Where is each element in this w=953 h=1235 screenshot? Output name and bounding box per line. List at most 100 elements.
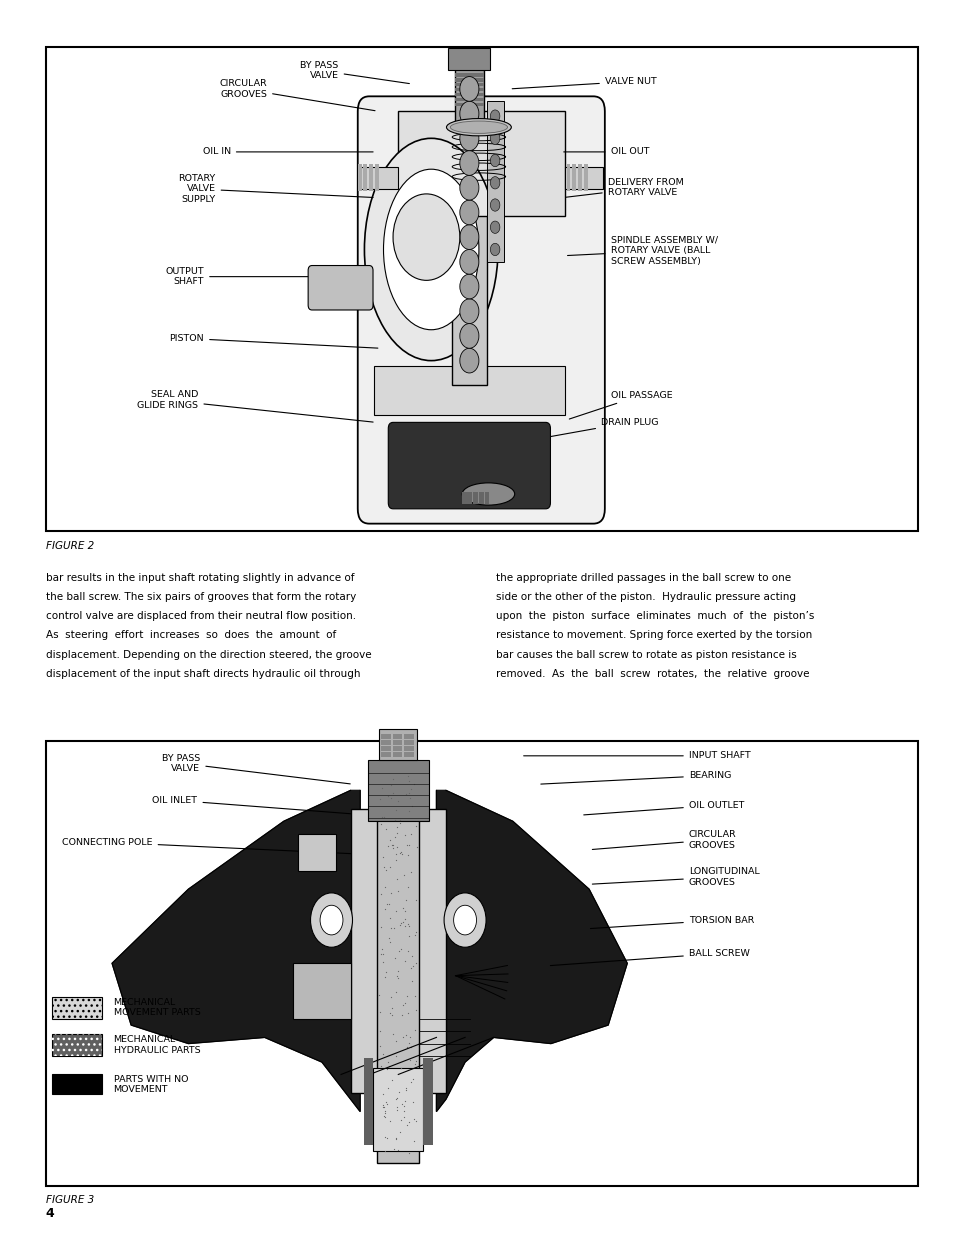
Point xyxy=(396,866,412,885)
Point xyxy=(399,1115,415,1135)
Bar xyxy=(578,164,581,191)
Bar xyxy=(478,492,483,504)
Circle shape xyxy=(310,893,352,947)
Point xyxy=(376,1108,392,1128)
Point xyxy=(375,778,390,798)
Bar xyxy=(46,47,917,531)
Point xyxy=(389,966,404,986)
Bar xyxy=(52,1034,102,1056)
Point xyxy=(375,940,390,960)
Point xyxy=(401,772,416,792)
Text: BY PASS
VALVE: BY PASS VALVE xyxy=(300,61,409,84)
Point xyxy=(377,1093,393,1113)
Bar xyxy=(363,1057,373,1072)
Point xyxy=(378,860,394,879)
Point xyxy=(390,961,405,981)
Bar xyxy=(455,83,483,86)
Point xyxy=(402,824,417,844)
Ellipse shape xyxy=(364,138,497,361)
Point xyxy=(390,881,405,900)
Bar xyxy=(52,997,102,1019)
Point xyxy=(390,1100,405,1120)
Text: MECHANICAL
MOVEMENT PARTS: MECHANICAL MOVEMENT PARTS xyxy=(113,998,200,1018)
FancyBboxPatch shape xyxy=(308,266,373,310)
Point xyxy=(375,944,390,963)
Text: side or the other of the piston.  Hydraulic pressure acting: side or the other of the piston. Hydraul… xyxy=(496,592,795,603)
Text: CIRCULAR
GROOVES: CIRCULAR GROOVES xyxy=(592,830,736,850)
Point xyxy=(381,894,396,914)
Point xyxy=(375,1097,391,1116)
Text: OIL INLET: OIL INLET xyxy=(152,795,365,815)
Point xyxy=(405,1093,420,1113)
Point xyxy=(398,890,414,910)
Point xyxy=(385,1025,400,1045)
Text: OIL PASSAGE: OIL PASSAGE xyxy=(569,390,672,419)
Point xyxy=(400,766,416,785)
Circle shape xyxy=(459,200,478,225)
Circle shape xyxy=(443,893,485,947)
Text: the ball screw. The six pairs of grooves that form the rotary: the ball screw. The six pairs of grooves… xyxy=(46,592,355,603)
Bar xyxy=(363,1078,373,1093)
Circle shape xyxy=(490,177,499,189)
Point xyxy=(391,941,406,961)
Point xyxy=(389,1097,404,1116)
Point xyxy=(375,1045,391,1065)
Point xyxy=(387,826,402,846)
Point xyxy=(376,1141,392,1161)
Point xyxy=(393,810,408,830)
Point xyxy=(388,1129,403,1149)
Point xyxy=(389,818,404,837)
Circle shape xyxy=(459,249,478,274)
Circle shape xyxy=(459,225,478,249)
Point xyxy=(379,1129,395,1149)
Bar xyxy=(572,164,576,191)
Point xyxy=(375,952,390,972)
Point xyxy=(407,925,422,945)
Point xyxy=(384,835,399,855)
Point xyxy=(377,1104,393,1124)
Circle shape xyxy=(459,126,478,151)
Point xyxy=(393,842,408,862)
Bar xyxy=(455,98,483,101)
Point xyxy=(403,1036,418,1056)
Point xyxy=(384,1005,399,1025)
Text: bar causes the ball screw to rotate as piston resistance is: bar causes the ball screw to rotate as p… xyxy=(496,650,796,659)
Point xyxy=(401,1144,416,1163)
Point xyxy=(388,902,403,921)
Circle shape xyxy=(459,324,478,348)
Point xyxy=(372,986,387,1005)
Bar xyxy=(404,734,414,739)
Bar xyxy=(373,1068,423,1151)
Bar xyxy=(363,1089,373,1104)
Point xyxy=(393,913,408,932)
Point xyxy=(407,986,422,1005)
Point xyxy=(385,835,400,855)
Point xyxy=(395,995,411,1015)
Circle shape xyxy=(490,154,499,167)
Text: removed.  As  the  ball  screw  rotates,  the  relative  groove: removed. As the ball screw rotates, the … xyxy=(496,669,809,679)
Text: FIGURE 2: FIGURE 2 xyxy=(46,541,94,551)
Text: FIGURE 3: FIGURE 3 xyxy=(46,1195,94,1205)
Bar xyxy=(380,752,391,757)
Text: DRAIN PLUG: DRAIN PLUG xyxy=(508,417,658,445)
Point xyxy=(375,1095,391,1115)
Ellipse shape xyxy=(450,121,507,133)
Point xyxy=(388,845,403,864)
Circle shape xyxy=(490,243,499,256)
Text: BY PASS
VALVE: BY PASS VALVE xyxy=(162,753,350,784)
Bar xyxy=(380,740,391,745)
Point xyxy=(393,813,408,832)
Point xyxy=(375,806,391,826)
Bar xyxy=(422,1109,432,1124)
FancyBboxPatch shape xyxy=(357,96,604,524)
Bar xyxy=(467,492,472,504)
Point xyxy=(396,825,412,845)
Point xyxy=(394,1110,409,1130)
Point xyxy=(373,916,388,936)
Point xyxy=(375,847,390,867)
Circle shape xyxy=(490,221,499,233)
Point xyxy=(400,802,416,821)
Bar xyxy=(363,1068,373,1083)
Bar xyxy=(392,746,401,751)
Point xyxy=(401,925,416,945)
